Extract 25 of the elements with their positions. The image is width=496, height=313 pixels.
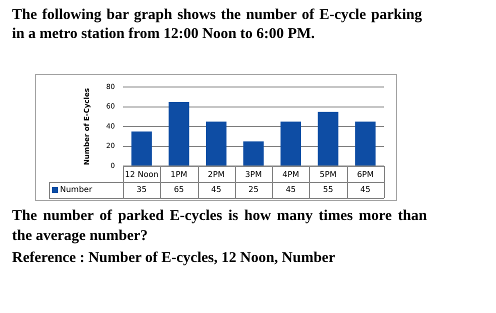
x-tick-label: 5PM: [320, 170, 337, 179]
data-label: 45: [286, 185, 296, 194]
data-label: 45: [360, 185, 370, 194]
x-tick-label: 1PM: [170, 170, 188, 179]
data-label: 45: [211, 185, 222, 194]
bar: [243, 141, 264, 166]
data-label: 65: [174, 185, 184, 194]
bar: [280, 122, 302, 166]
x-tick-label: 2PM: [208, 170, 225, 179]
data-label: 55: [322, 185, 334, 194]
bar: [318, 112, 338, 166]
x-tick-label: 4PM: [282, 170, 300, 179]
text: The number of parked E-cycles is how many times more than the average number?: [12, 207, 427, 246]
bar: [355, 122, 376, 166]
text: Reference : Number of E-cycles, 12 Noon, Number: [12, 249, 336, 268]
x-tick-label: 3PM: [245, 170, 262, 179]
x-tick-label: 12 Noon: [124, 170, 158, 179]
x-tick-label: 6PM: [356, 170, 374, 179]
chart-title: The following bar graph shows the number of E-cycle parking in a metro station from 12:00 Noon to 6:00 PM.: [12, 6, 422, 44]
bar: [206, 122, 226, 166]
bar: [131, 132, 152, 166]
data-label: 35: [136, 185, 147, 194]
bar: [168, 102, 190, 166]
legend-label: Number: [60, 185, 93, 194]
data-label: 25: [248, 185, 259, 194]
